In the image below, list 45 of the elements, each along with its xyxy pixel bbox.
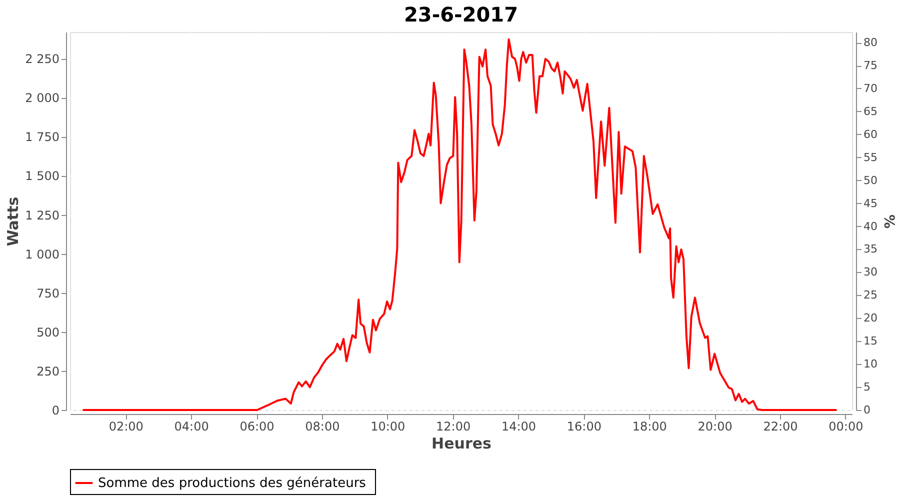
y2-tick-label: 75 xyxy=(864,59,878,72)
y2-tick-label: 10 xyxy=(864,358,878,371)
x-tick-label: 06:00 xyxy=(240,420,274,434)
y2-tick-label: 5 xyxy=(864,380,870,394)
y-tick-label: 2 000 xyxy=(25,91,60,106)
y-tick-label: 1 500 xyxy=(25,169,60,184)
y2-tick-label: 25 xyxy=(864,288,878,302)
y-tick-label: 1 750 xyxy=(25,130,60,144)
y2-axis-title: % xyxy=(880,214,896,229)
y2-tick-label: 80 xyxy=(864,36,878,50)
x-tick-label: 20:00 xyxy=(698,420,732,434)
x-tick-label: 08:00 xyxy=(305,420,340,434)
y2-tick-label: 30 xyxy=(864,266,878,279)
y-tick-label: 0 xyxy=(52,404,60,418)
y-tick-label: 250 xyxy=(36,364,60,378)
y-tick-label: 2 250 xyxy=(25,52,60,66)
x-tick-label: 04:00 xyxy=(174,420,209,434)
y2-tick-label: 20 xyxy=(864,312,878,325)
y2-tick-label: 50 xyxy=(864,174,878,187)
y-axis-title: Watts xyxy=(4,196,22,246)
chart-title: 23-6-2017 xyxy=(404,2,518,26)
y-tick-label: 750 xyxy=(36,286,60,300)
y2-tick-label: 35 xyxy=(864,242,878,256)
x-tick-label: 22:00 xyxy=(763,420,798,434)
y2-tick-label: 45 xyxy=(864,196,878,210)
line-series xyxy=(82,38,838,411)
legend-label: Somme des productions des générateurs xyxy=(98,476,366,491)
x-tick-label: 10:00 xyxy=(370,420,406,434)
y2-tick-label: 15 xyxy=(864,334,878,348)
y-tick-label: 1 000 xyxy=(25,247,60,262)
y2-tick-label: 60 xyxy=(864,128,878,141)
y2-tick-label: 0 xyxy=(864,404,870,416)
y2-tick-label: 65 xyxy=(864,104,878,118)
y2-tick-label: 70 xyxy=(864,82,878,95)
x-axis-title: Heures xyxy=(432,434,492,452)
x-tick-label: 14:00 xyxy=(501,420,536,434)
x-tick-label: 18:00 xyxy=(632,420,667,434)
y2-tick-label: 40 xyxy=(864,220,878,233)
x-tick-label: 02:00 xyxy=(108,420,144,434)
y2-tick-label: 55 xyxy=(864,150,878,164)
y-tick-label: 1 250 xyxy=(25,208,60,222)
x-tick-label: 12:00 xyxy=(436,420,471,434)
x-tick-label: 16:00 xyxy=(566,420,602,434)
y-tick-label: 500 xyxy=(36,325,60,340)
x-tick-label: 00:00 xyxy=(828,420,864,434)
